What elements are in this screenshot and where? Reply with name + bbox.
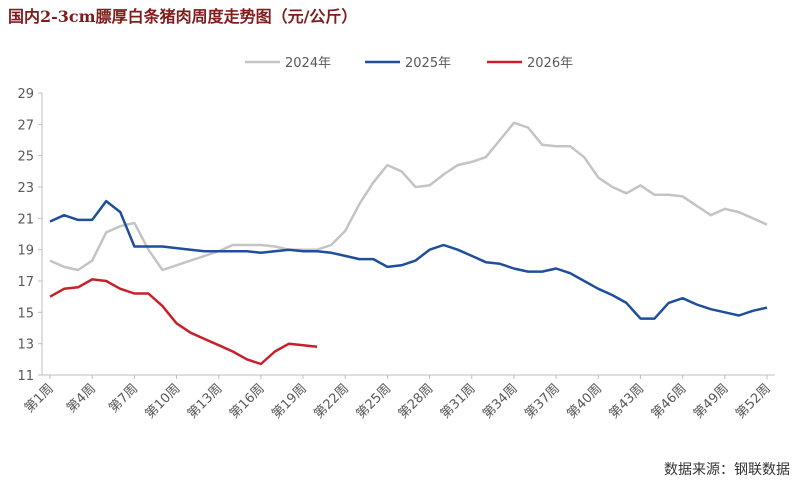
series-line <box>49 199 768 320</box>
x-tick-label: 第19周 <box>269 381 310 422</box>
x-tick-label: 第43周 <box>607 381 648 422</box>
y-tick-label: 23 <box>17 181 34 196</box>
x-tick-label: 第13周 <box>185 381 226 422</box>
series-line <box>49 278 318 366</box>
x-tick-label: 第7周 <box>106 381 141 416</box>
x-tick-label: 第10周 <box>143 381 184 422</box>
x-tick-label: 第52周 <box>733 381 774 422</box>
source-note: 数据来源：钢联数据 <box>664 462 790 478</box>
x-tick-label: 第28周 <box>396 381 437 422</box>
series-line <box>49 121 768 272</box>
x-tick-label: 第31周 <box>438 381 479 422</box>
x-tick-label: 第34周 <box>480 381 521 422</box>
legend-label: 2024年 <box>285 56 331 71</box>
x-tick-label: 第40周 <box>564 381 605 422</box>
y-tick-label: 27 <box>17 118 34 133</box>
y-tick-label: 11 <box>17 369 34 384</box>
x-tick-label: 第16周 <box>227 381 268 422</box>
legend-label: 2026年 <box>527 56 573 71</box>
y-tick-label: 29 <box>17 87 34 102</box>
x-tick-label: 第22周 <box>311 381 352 422</box>
x-tick-label: 第25周 <box>354 381 395 422</box>
y-tick-label: 13 <box>17 338 34 353</box>
x-tick-label: 第49周 <box>691 381 732 422</box>
x-tick-label: 第37周 <box>522 381 563 422</box>
y-tick-label: 25 <box>17 150 34 165</box>
y-tick-label: 15 <box>17 306 34 321</box>
y-tick-label: 17 <box>17 275 34 290</box>
x-tick-label: 第46周 <box>649 381 690 422</box>
legend-label: 2025年 <box>405 56 451 71</box>
y-tick-label: 19 <box>17 244 34 259</box>
x-tick-label: 第1周 <box>22 381 57 416</box>
y-tick-label: 21 <box>17 212 34 227</box>
chart-title: 国内2-3cm膘厚白条猪肉周度走势图（元/公斤） <box>8 7 357 26</box>
x-tick-label: 第4周 <box>64 381 99 416</box>
